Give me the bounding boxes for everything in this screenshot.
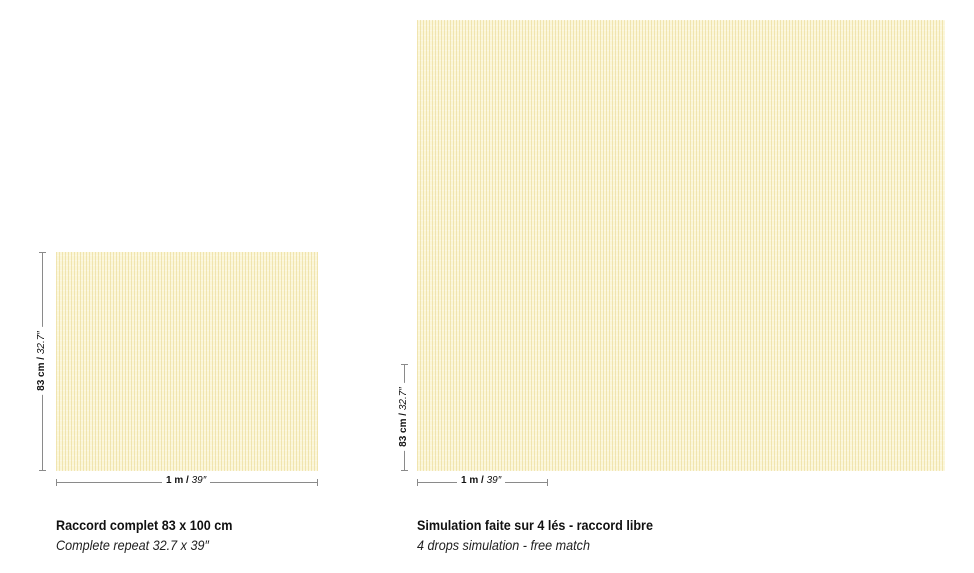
width-dimension-tick-left bbox=[56, 479, 57, 486]
width-label-main: 1 m bbox=[461, 475, 479, 486]
caption-subtitle-left: Complete repeat 32.7 x 39″ bbox=[56, 537, 209, 553]
width-dimension-tick-right bbox=[317, 479, 318, 486]
width-label-alt: 39″ bbox=[486, 475, 502, 486]
swatch-simulation bbox=[417, 20, 945, 471]
width-dimension-label: 1 m / 39″ bbox=[457, 475, 506, 487]
width-dimension-tick-left bbox=[417, 479, 418, 486]
width-dimension-tick-right bbox=[547, 479, 548, 486]
height-label-sep: / bbox=[36, 354, 47, 363]
height-label-alt: 32.7″ bbox=[36, 331, 47, 355]
height-label-main: 83 cm bbox=[36, 362, 47, 391]
height-label-main: 83 cm bbox=[398, 418, 409, 447]
height-dimension-tick-bottom bbox=[39, 470, 46, 471]
caption-title-left: Raccord complet 83 x 100 cm bbox=[56, 517, 233, 533]
height-dimension-tick-bottom bbox=[401, 470, 408, 471]
width-label-sep: / bbox=[183, 475, 192, 486]
height-dimension-label: 83 cm / 32.7″ bbox=[36, 327, 48, 395]
swatch-repeat bbox=[56, 252, 318, 471]
height-label-sep: / bbox=[398, 410, 409, 419]
width-label-alt: 39″ bbox=[191, 475, 207, 486]
width-label-sep: / bbox=[478, 475, 487, 486]
height-label-alt: 32.7″ bbox=[398, 387, 409, 411]
caption-title-right: Simulation faite sur 4 lés - raccord lib… bbox=[417, 517, 653, 533]
height-dimension-tick-top bbox=[401, 364, 408, 365]
height-dimension-label: 83 cm / 32.7″ bbox=[398, 383, 410, 451]
height-dimension-tick-top bbox=[39, 252, 46, 253]
width-label-main: 1 m bbox=[166, 475, 184, 486]
width-dimension-label: 1 m / 39″ bbox=[162, 475, 211, 487]
caption-subtitle-right: 4 drops simulation - free match bbox=[417, 537, 590, 553]
